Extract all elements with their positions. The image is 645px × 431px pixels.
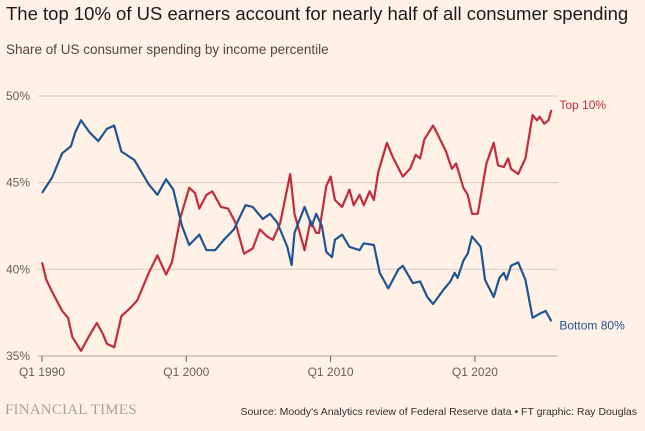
x-tick-label: Q1 2010 (308, 365, 354, 379)
series-labels: Top 10% Bottom 80% (559, 98, 625, 332)
y-tick-label: 35% (6, 349, 30, 363)
chart-subtitle: Share of US consumer spending by income … (6, 42, 329, 57)
x-tick-label: Q1 2020 (452, 365, 498, 379)
y-axis-ticks: 35% 40% 45% 50% (6, 89, 30, 363)
x-axis-ticks: Q1 1990 Q1 2000 Q1 2010 Q1 2020 (19, 355, 498, 379)
series-line-bottom-80- (41, 119, 553, 322)
series-line-top-10- (40, 109, 553, 352)
series-label: Bottom 80% (559, 318, 625, 332)
y-tick-label: 45% (6, 176, 30, 190)
series-label: Top 10% (559, 98, 606, 112)
y-tick-label: 50% (6, 89, 30, 103)
y-tick-label: 40% (6, 262, 30, 276)
source-note: Source: Moody's Analytics review of Fede… (240, 406, 638, 418)
financial-times-logo: FINANCIAL TIMES (5, 402, 137, 418)
series-lines (40, 109, 553, 352)
x-tick-label: Q1 2000 (163, 365, 209, 379)
chart-title: The top 10% of US earners account for ne… (6, 3, 629, 24)
gridlines (38, 95, 558, 357)
x-tick-label: Q1 1990 (19, 365, 65, 379)
